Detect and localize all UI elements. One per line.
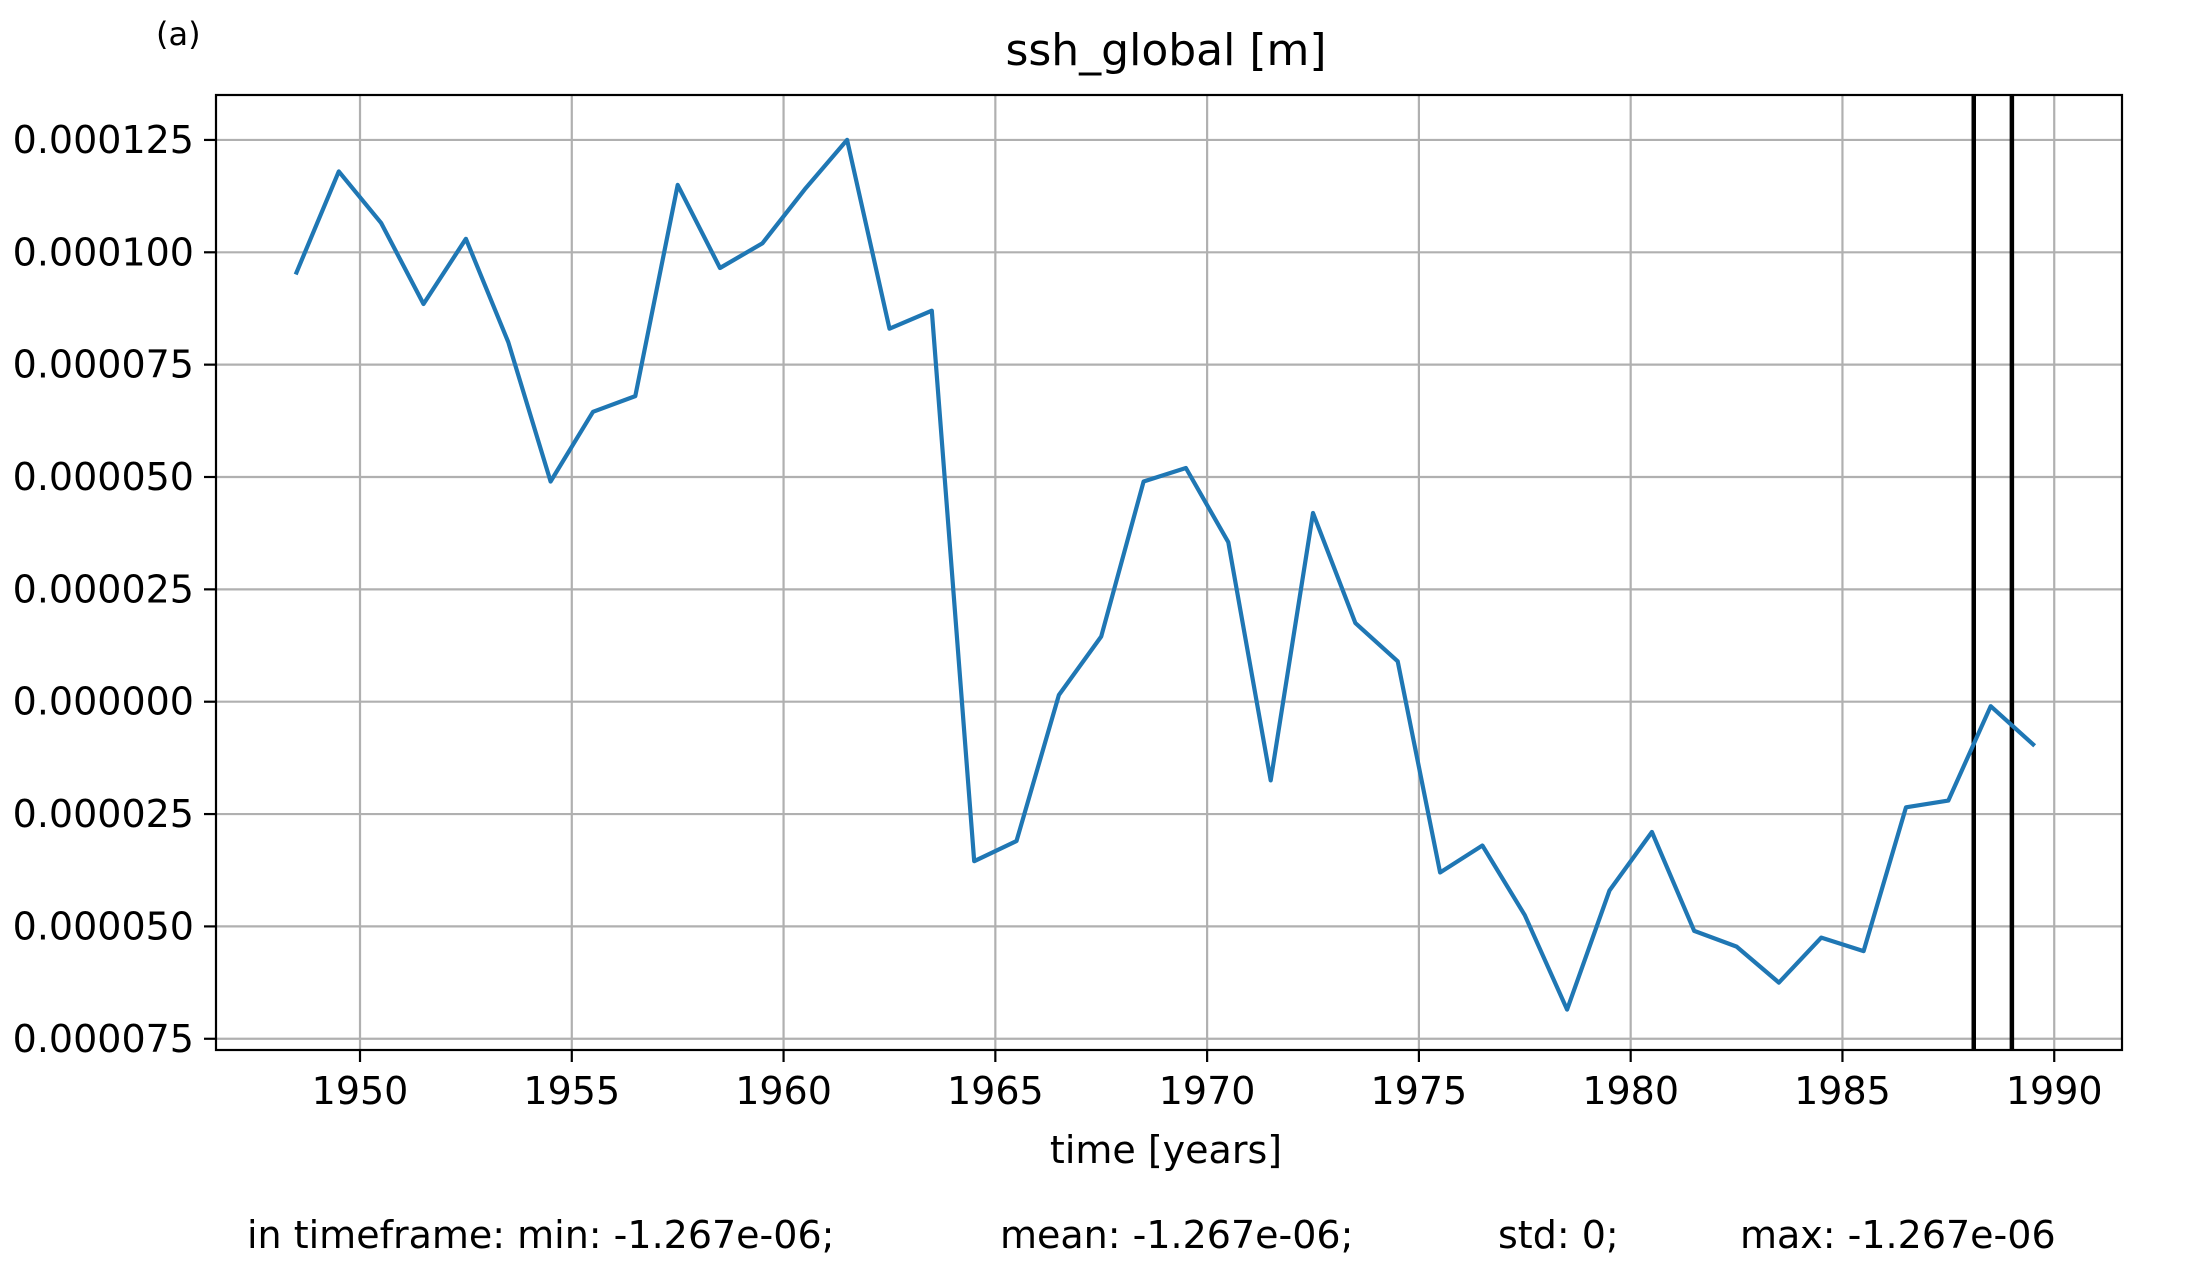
y-tick-label: 0.000050: [13, 455, 194, 499]
x-axis-ticks: 1950 1955 1960 1965 1970 1975 1980 1985 1990: [312, 1050, 2103, 1113]
x-tick-label: 1980: [1582, 1069, 1679, 1113]
x-tick-label: 1955: [523, 1069, 620, 1113]
stat-max: max: -1.267e-06: [1740, 1213, 2056, 1257]
y-tick-label: 0.000075: [13, 1017, 194, 1061]
x-tick-label: 1960: [735, 1069, 832, 1113]
stat-min: in timeframe: min: -1.267e-06;: [247, 1213, 834, 1257]
stat-mean: mean: -1.267e-06;: [1000, 1213, 1353, 1257]
y-tick-label: 0.000050: [13, 904, 194, 948]
x-tick-label: 1965: [947, 1069, 1044, 1113]
x-axis-label: time [years]: [1050, 1128, 1282, 1172]
marker-lines: [1971, 95, 2015, 1050]
series-layer: [293, 137, 2037, 1012]
y-axis-ticks: 0.000125 0.000100 0.000075 0.000050 0.000025…: [13, 118, 216, 1061]
plot-frame: [214, 93, 2124, 1052]
y-tick-label: 0.000075: [13, 343, 194, 387]
x-tick-label: 1950: [312, 1069, 409, 1113]
grid-lines: [216, 95, 2122, 1050]
panel-label: (a): [156, 15, 201, 53]
y-tick-label: 0.000000: [13, 680, 194, 724]
chart-title: ssh_global [m]: [1005, 25, 1326, 76]
x-tick-label: 1990: [2006, 1069, 2103, 1113]
series-line: [293, 137, 2037, 1012]
y-tick-label: 0.000125: [13, 118, 194, 162]
x-tick-label: 1985: [1794, 1069, 1891, 1113]
stat-std: std: 0;: [1498, 1213, 1619, 1257]
y-tick-label: 0.000100: [13, 230, 194, 274]
y-tick-label: 0.000025: [13, 792, 194, 836]
y-tick-label: 0.000025: [13, 567, 194, 611]
x-tick-label: 1975: [1371, 1069, 1468, 1113]
x-tick-label: 1970: [1159, 1069, 1256, 1113]
